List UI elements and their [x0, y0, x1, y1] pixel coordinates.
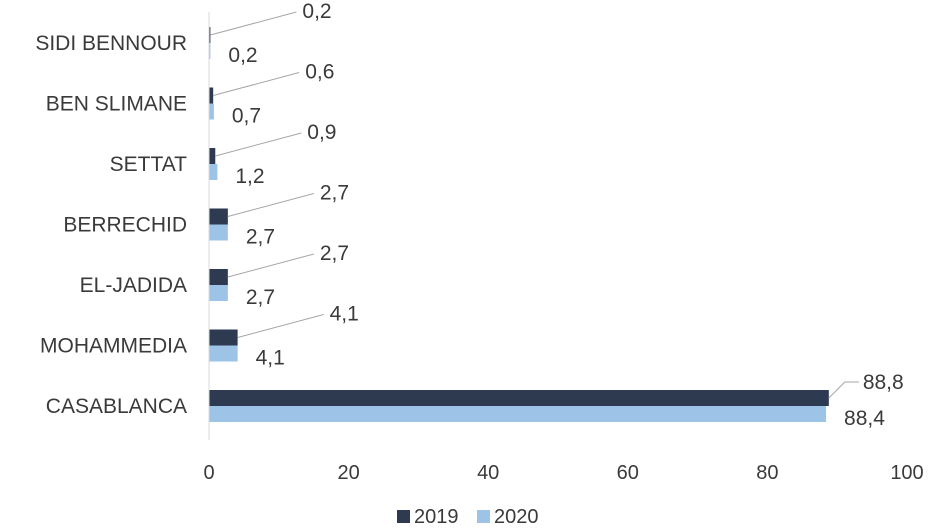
data-label-2019: 4,1	[330, 303, 359, 326]
category-label: BEN SLIMANE	[46, 93, 187, 116]
data-label-2020: 4,1	[256, 347, 285, 370]
x-tick-label: 40	[477, 462, 499, 484]
category-label: BERRECHID	[63, 214, 187, 237]
bar-2020	[209, 103, 214, 120]
data-label-2019: 0,2	[302, 0, 331, 23]
bar-2020	[209, 406, 827, 422]
leader-line	[213, 72, 300, 96]
data-label-2019: 0,9	[307, 121, 336, 144]
data-label-2020: 2,7	[246, 226, 275, 249]
leader-line	[215, 132, 302, 157]
x-tick-label: 80	[756, 462, 778, 484]
bar-2019	[209, 329, 238, 346]
legend: 2019 2020	[397, 506, 539, 528]
data-label-2019: 2,7	[320, 182, 349, 205]
data-label-2019: 2,7	[320, 242, 349, 265]
bar-2020	[209, 43, 211, 59]
bar-2020	[209, 345, 238, 362]
x-tick-label: 60	[617, 462, 639, 484]
x-axis-tick-labels: 0 20 40 60 80 100	[203, 462, 923, 484]
data-labels: 88,8 88,4 4,1 4,1 2,7 2,7 2,7 2,7 0,9 1,2 0,6 0,7 0,…	[228, 0, 903, 430]
legend-label: 2019	[414, 506, 459, 528]
category-label: SETTAT	[110, 153, 188, 176]
leader-line	[237, 314, 324, 338]
x-tick-label: 0	[203, 462, 214, 484]
data-label-2020: 2,7	[246, 286, 275, 309]
data-label-2020: 88,4	[844, 407, 885, 430]
leader-line	[828, 381, 859, 399]
data-label-2020: 1,2	[235, 165, 264, 188]
legend-swatch	[477, 510, 490, 523]
bar-2020	[209, 224, 228, 241]
bar-2020	[209, 164, 218, 180]
data-label-2020: 0,7	[232, 105, 261, 128]
bars	[209, 27, 829, 422]
data-label-leaders	[210, 11, 859, 399]
category-label: CASABLANCA	[46, 395, 187, 418]
data-label-2019: 88,8	[863, 371, 904, 394]
bar-2019	[209, 390, 829, 406]
legend-label: 2020	[494, 506, 539, 528]
legend-swatch	[397, 510, 410, 523]
leader-line	[210, 11, 297, 36]
x-tick-label: 20	[337, 462, 359, 484]
bar-2019	[209, 148, 216, 164]
leader-line	[227, 253, 314, 278]
category-label: EL-JADIDA	[80, 274, 187, 297]
bar-2019	[209, 269, 228, 285]
data-label-2019: 0,6	[305, 61, 334, 84]
bar-2019	[209, 208, 228, 225]
x-tick-label: 100	[890, 462, 923, 484]
category-label: MOHAMMEDIA	[40, 335, 187, 358]
category-label: SIDI BENNOUR	[35, 32, 187, 55]
bar-2019	[209, 27, 211, 43]
leader-line	[227, 193, 314, 217]
category-labels: CASABLANCA MOHAMMEDIA EL-JADIDA BERRECHID SE…	[35, 32, 187, 418]
bar-2019	[209, 87, 214, 104]
data-label-2020: 0,2	[228, 44, 257, 67]
bar-2020	[209, 285, 228, 301]
